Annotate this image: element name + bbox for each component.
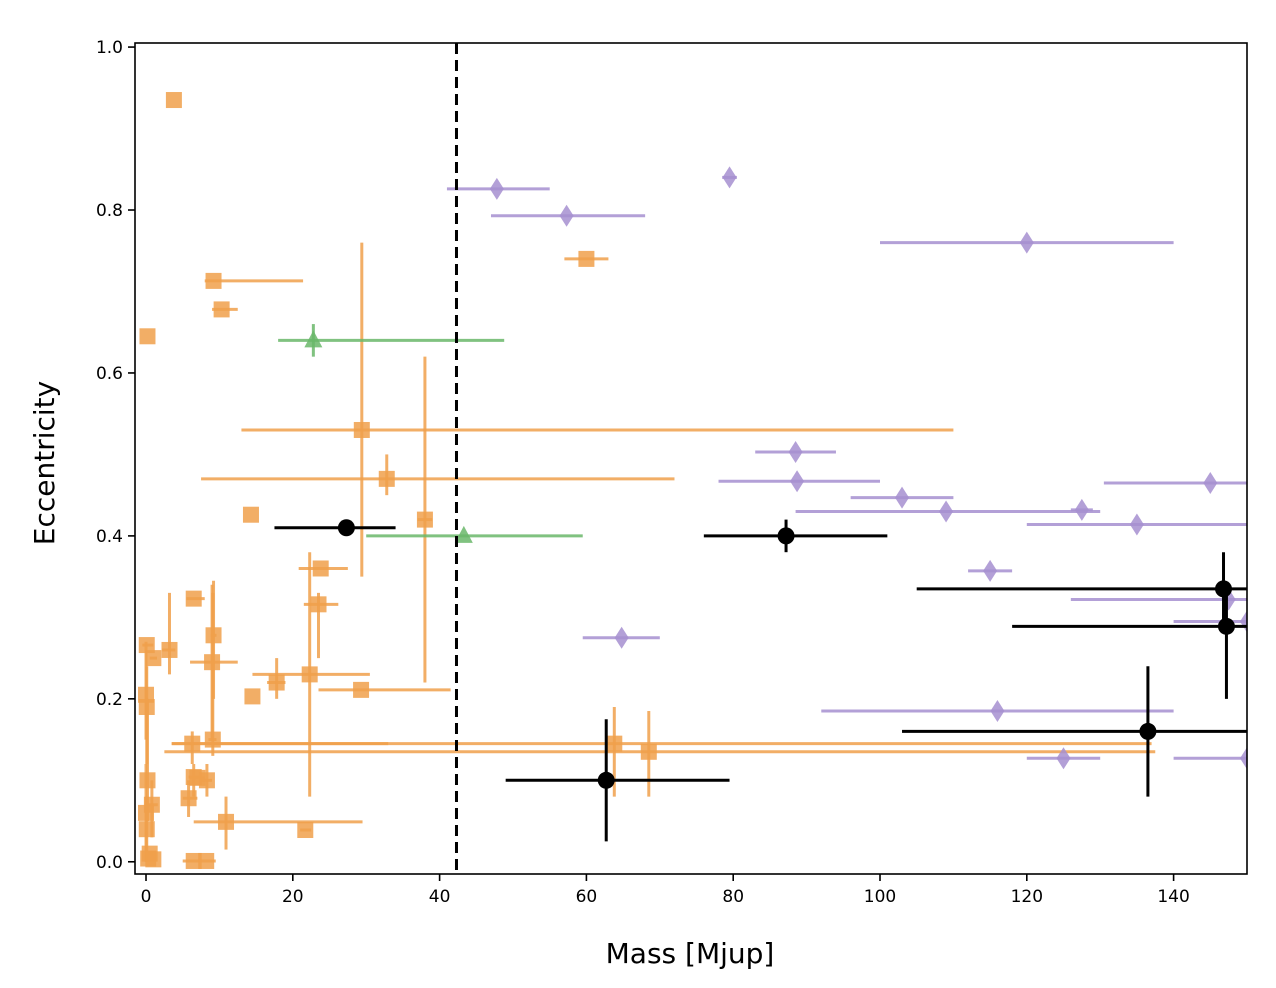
- circle-marker: [777, 527, 795, 545]
- series-circle: [274, 519, 1247, 842]
- triangle-marker: [304, 330, 323, 348]
- diamond-marker: [489, 177, 504, 200]
- square-marker: [204, 654, 221, 671]
- diamond-marker: [983, 559, 998, 582]
- square-marker: [165, 92, 182, 109]
- y-tick-label: 1.0: [96, 38, 123, 58]
- square-marker: [138, 804, 155, 821]
- square-marker: [145, 650, 162, 667]
- y-tick-label: 0.4: [96, 527, 123, 547]
- x-tick-label: 60: [576, 887, 598, 907]
- plot-frame: [134, 42, 1248, 875]
- diamond-marker: [990, 700, 1005, 723]
- series-triangle: [278, 324, 583, 543]
- x-tick-label: 140: [1157, 887, 1189, 907]
- square-marker: [198, 852, 215, 869]
- circle-marker: [597, 771, 615, 789]
- plot-area: [138, 43, 1247, 874]
- square-marker: [268, 674, 285, 691]
- x-tick-label: 40: [429, 887, 451, 907]
- square-marker: [244, 688, 261, 705]
- diamond-marker: [1129, 513, 1144, 536]
- diamond-marker: [1074, 498, 1089, 521]
- circle-marker: [1217, 617, 1235, 635]
- square-marker: [180, 790, 197, 807]
- circle-marker: [1139, 722, 1157, 740]
- diamond-marker: [895, 486, 910, 509]
- square-marker: [242, 506, 259, 523]
- diamond-marker: [1203, 471, 1218, 494]
- diamond-marker: [614, 626, 629, 649]
- square-marker: [578, 250, 595, 267]
- circle-marker: [1215, 580, 1233, 598]
- x-tick-label: 100: [864, 887, 896, 907]
- square-marker: [205, 627, 222, 644]
- square-marker: [185, 590, 202, 607]
- diamond-marker: [1019, 231, 1034, 254]
- y-tick-label: 0.8: [96, 201, 123, 221]
- square-marker: [416, 511, 433, 528]
- square-marker: [213, 301, 230, 318]
- square-marker: [145, 851, 162, 868]
- diamond-marker: [1056, 747, 1071, 770]
- square-marker: [353, 681, 370, 698]
- diamond-marker: [1240, 747, 1247, 770]
- square-marker: [205, 272, 222, 289]
- triangle-marker: [454, 525, 473, 543]
- square-marker: [297, 822, 314, 839]
- square-marker: [204, 731, 221, 748]
- square-marker: [138, 821, 155, 838]
- square-marker: [138, 637, 155, 654]
- square-marker: [606, 735, 623, 752]
- diamond-marker: [722, 166, 737, 189]
- square-marker: [185, 852, 202, 869]
- square-marker: [138, 698, 155, 715]
- square-marker: [353, 421, 370, 438]
- square-marker: [184, 735, 201, 752]
- y-tick-label: 0.6: [96, 364, 123, 384]
- x-tick-label: 80: [722, 887, 744, 907]
- square-marker: [198, 772, 215, 789]
- diamond-marker: [559, 204, 574, 227]
- diamond-marker: [790, 470, 805, 493]
- x-axis-title: Mass [Mjup]: [606, 937, 775, 970]
- diamond-marker: [939, 500, 954, 523]
- square-marker: [312, 560, 329, 577]
- square-marker: [139, 328, 156, 345]
- square-marker: [310, 596, 327, 613]
- diamond-marker: [788, 440, 803, 463]
- square-marker: [218, 813, 235, 830]
- square-marker: [640, 743, 657, 760]
- square-marker: [161, 641, 178, 658]
- y-tick-label: 0.0: [96, 853, 123, 873]
- x-tick-label: 120: [1011, 887, 1043, 907]
- y-tick-label: 0.2: [96, 690, 123, 710]
- square-marker: [139, 772, 156, 789]
- square-marker: [301, 666, 318, 683]
- square-marker: [138, 686, 155, 703]
- series-diamond: [446, 166, 1247, 770]
- square-marker: [378, 470, 395, 487]
- circle-marker: [337, 519, 355, 537]
- axes: 0 20 40 60 80 100 120 140 0.0 0.2 0.4 0.6 0.8 1.0: [96, 38, 1248, 907]
- x-tick-label: 0: [141, 887, 152, 907]
- y-axis-title: Eccentricity: [28, 381, 61, 545]
- x-tick-label: 20: [282, 887, 304, 907]
- series-square: [138, 92, 1156, 869]
